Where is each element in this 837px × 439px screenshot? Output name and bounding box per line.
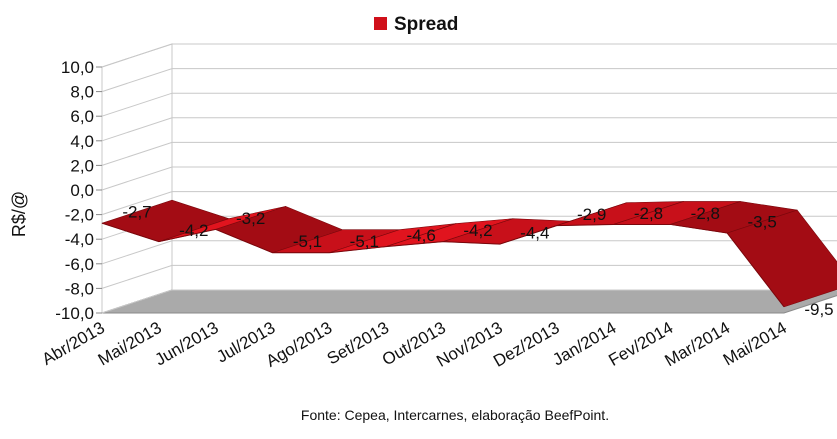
x-tick-label: Abr/2013 [39, 318, 108, 369]
gridline [101, 240, 837, 265]
x-tick-label: Mai/2014 [720, 318, 790, 369]
data-labels: -2,7 -4,2 -3,2 -5,1 -5,1 -4,6 -4,2 -4,4 -2,9 -2,8… [122, 203, 833, 319]
gridline [101, 289, 837, 314]
spread-ribbon [101, 199, 837, 308]
y-tick-label: 2,0 [70, 156, 94, 175]
y-tick-label: -6,0 [65, 255, 94, 274]
x-tick-label: Ago/2013 [263, 318, 336, 371]
data-label: -2,8 [634, 204, 663, 223]
x-tick-label: Jan/2014 [549, 318, 619, 369]
gridlines [96, 43, 837, 314]
gridline [101, 68, 837, 93]
floor [101, 289, 837, 314]
y-tick-label: 6,0 [70, 107, 94, 126]
data-label: -4,2 [179, 221, 208, 240]
x-tick-label: Dez/2013 [490, 318, 563, 371]
data-label: -2,8 [691, 204, 720, 223]
x-tick-label: Mai/2013 [95, 318, 165, 369]
x-tick-label: Mar/2014 [661, 318, 733, 370]
y-tick-label: 4,0 [70, 132, 94, 151]
data-label: -4,6 [407, 226, 436, 245]
gridline [101, 191, 837, 216]
y-axis-label: R$/@ [9, 191, 29, 237]
y-tick-label: -2,0 [65, 206, 94, 225]
x-tick-label: Set/2013 [324, 318, 392, 368]
data-label: -5,1 [293, 232, 322, 251]
data-label: -9,5 [804, 300, 833, 319]
data-label: -3,2 [236, 209, 265, 228]
x-tick-label: Jun/2013 [152, 318, 222, 369]
y-tick-label: -10,0 [55, 304, 94, 323]
y-axis-ticks: 10,0 8,0 6,0 4,0 2,0 0,0 -2,0 -4,0 -6,0 -8,0 -10,0 [55, 58, 94, 323]
gridline [101, 166, 837, 191]
y-tick-label: 8,0 [70, 83, 94, 102]
legend-swatch-spread [374, 17, 387, 30]
gridline [101, 117, 837, 142]
x-axis-ticks: Abr/2013Mai/2013Jun/2013Jul/2013Ago/2013… [39, 318, 790, 371]
gridline [101, 43, 837, 68]
data-label: -4,4 [520, 224, 549, 243]
y-tick-label: 0,0 [70, 181, 94, 200]
data-label: -4,2 [463, 221, 492, 240]
data-label: -5,1 [350, 232, 379, 251]
ribbon-front-edge [101, 222, 785, 308]
gridline [101, 141, 837, 166]
data-label: -2,9 [577, 205, 606, 224]
legend-label-spread: Spread [394, 14, 458, 35]
y-tick-label: -8,0 [65, 279, 94, 298]
y-tick-label: 10,0 [61, 58, 94, 77]
gridline [101, 92, 837, 117]
data-label: -3,5 [748, 213, 777, 232]
source-note: Fonte: Cepea, Intercarnes, elaboração Be… [301, 407, 609, 423]
chart-walls [101, 43, 837, 314]
y-tick-label: -4,0 [65, 230, 94, 249]
data-label: -2,7 [122, 203, 151, 222]
legend: Spread [374, 14, 458, 35]
gridline [101, 264, 837, 289]
